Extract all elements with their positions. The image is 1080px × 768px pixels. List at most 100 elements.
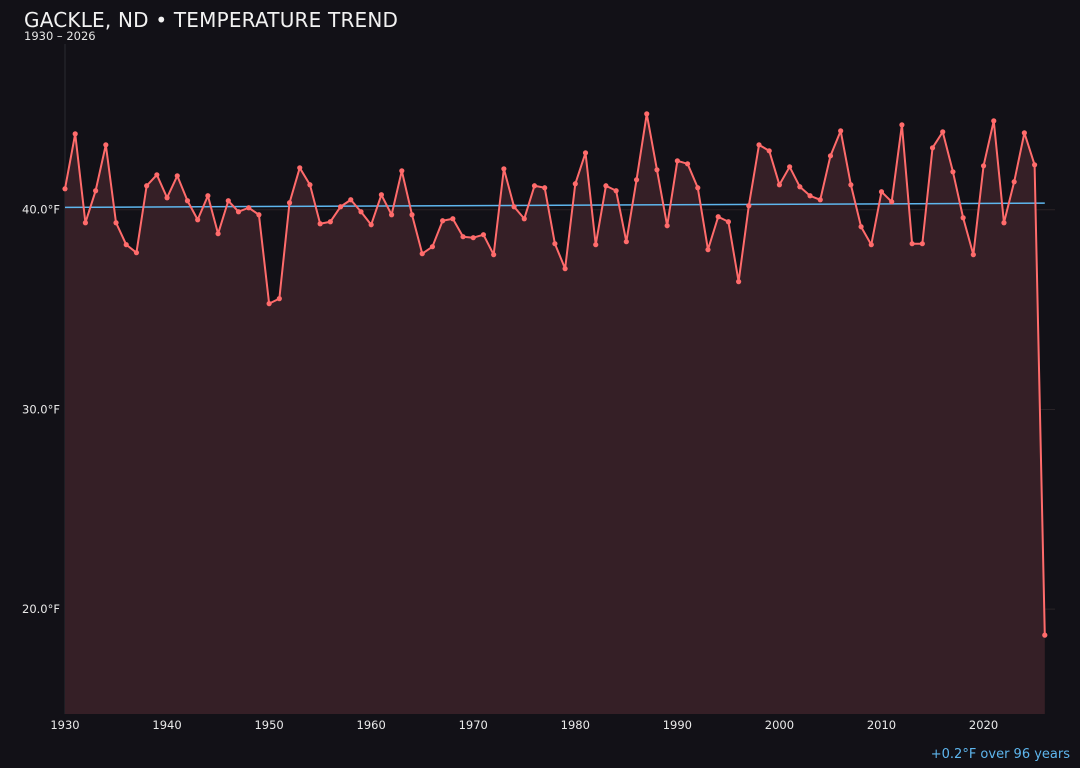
data-point (858, 224, 864, 230)
data-point (593, 242, 599, 248)
data-point (899, 122, 905, 128)
data-point (1001, 220, 1007, 226)
data-point (235, 209, 242, 215)
data-point (940, 129, 946, 135)
y-tick-label: 40.0°F (22, 203, 60, 217)
data-point (654, 167, 660, 173)
data-point (725, 219, 732, 225)
data-point (256, 212, 262, 218)
data-point (82, 220, 89, 226)
data-point (491, 252, 497, 258)
data-point (225, 198, 231, 204)
data-point (164, 195, 170, 201)
data-point (878, 189, 885, 195)
x-tick-label: 1930 (50, 718, 79, 732)
data-point (470, 235, 476, 241)
data-point (501, 166, 507, 172)
data-point (297, 165, 303, 171)
x-tick-label: 1990 (663, 718, 692, 732)
data-point (960, 215, 966, 221)
data-point (440, 218, 446, 224)
data-point (144, 183, 150, 189)
data-point (348, 197, 354, 203)
data-point (113, 220, 119, 226)
data-point (868, 242, 874, 248)
data-point (460, 234, 466, 240)
data-point (736, 279, 742, 285)
data-point (756, 142, 762, 148)
x-tick-label: 1960 (357, 718, 386, 732)
trend-annotation: +0.2°F over 96 years (930, 747, 1070, 762)
data-point (970, 252, 976, 258)
data-point (664, 223, 670, 229)
temperature-area-fill (65, 113, 1045, 714)
data-point (409, 212, 415, 218)
data-point (980, 163, 987, 169)
data-point (419, 251, 425, 257)
data-point (644, 111, 650, 117)
data-point (542, 185, 548, 191)
data-point (368, 222, 374, 228)
data-point (399, 168, 405, 174)
data-point (695, 185, 701, 191)
data-point (797, 184, 803, 190)
data-point (93, 188, 99, 194)
data-point (909, 241, 915, 247)
x-tick-label: 2000 (765, 718, 794, 732)
data-point (1011, 179, 1017, 185)
data-point (827, 153, 834, 159)
data-point (1031, 162, 1038, 168)
data-point (603, 183, 609, 189)
data-point (838, 128, 844, 134)
data-point (623, 239, 629, 245)
data-point (889, 199, 895, 205)
data-point (776, 182, 783, 188)
data-point (1042, 632, 1048, 638)
data-point (388, 212, 395, 218)
x-tick-label: 2020 (969, 718, 998, 732)
data-point (480, 232, 487, 238)
data-point (246, 205, 252, 211)
chart-title: GACKLE, ND • TEMPERATURE TREND (24, 8, 399, 32)
data-point (705, 247, 711, 253)
data-point (848, 182, 854, 188)
data-point (337, 204, 344, 210)
data-point (205, 193, 211, 199)
data-point (746, 203, 752, 209)
data-point (123, 242, 129, 248)
data-point (266, 301, 272, 307)
data-point (787, 164, 793, 170)
x-tick-label: 1950 (254, 718, 283, 732)
data-point (991, 118, 997, 124)
data-point (450, 216, 456, 222)
x-tick-label: 2010 (867, 718, 896, 732)
data-point (817, 197, 823, 203)
data-point (531, 183, 538, 189)
data-point (572, 181, 578, 187)
data-point (174, 173, 180, 179)
data-point (582, 150, 589, 156)
data-point (103, 142, 109, 148)
data-point (195, 217, 201, 223)
x-tick-label: 1970 (459, 718, 488, 732)
data-point (674, 158, 680, 164)
data-point (133, 250, 140, 256)
data-point (929, 145, 936, 151)
data-point (358, 209, 364, 215)
data-point (715, 214, 721, 220)
data-point (613, 188, 619, 194)
data-point (276, 296, 282, 302)
data-point (562, 266, 568, 272)
data-point (154, 172, 160, 178)
data-point (950, 169, 956, 175)
x-tick-label: 1980 (561, 718, 590, 732)
data-point (286, 200, 293, 206)
data-point (317, 221, 323, 227)
data-point (766, 148, 772, 154)
data-point (511, 204, 517, 210)
data-point (215, 231, 221, 237)
data-point (1021, 130, 1027, 136)
data-point (429, 244, 436, 250)
chart-subtitle: 1930 – 2026 (24, 29, 96, 43)
